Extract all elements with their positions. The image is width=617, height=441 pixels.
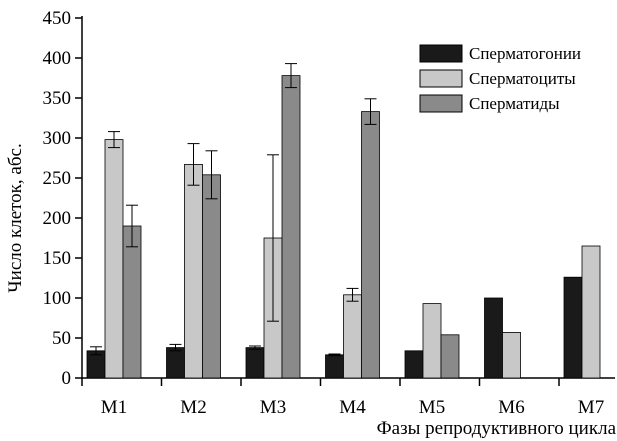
legend-swatch: [419, 69, 463, 88]
legend-label: Сперматиды: [469, 94, 560, 113]
x-tick-label: M3: [260, 397, 286, 418]
x-tick-label: M4: [339, 397, 366, 418]
y-tick-label: 0: [62, 368, 72, 389]
bar: [422, 303, 442, 379]
legend-swatch: [419, 94, 463, 113]
legend: Сперматогонии Сперматоциты Сперматиды: [419, 44, 581, 113]
legend-label: Сперматогонии: [469, 44, 581, 63]
y-tick-label: 150: [43, 248, 72, 269]
y-axis: 0 50 100 150 200 250 300 350 400 450: [43, 8, 83, 389]
y-tick-label: 200: [43, 208, 72, 229]
x-tick-label: M5: [419, 397, 445, 418]
bar: [404, 350, 424, 379]
x-tick-label: M2: [180, 397, 206, 418]
bars: [86, 75, 601, 379]
y-axis-label: Число клеток, абс.: [5, 143, 26, 292]
y-tick-label: 400: [43, 48, 72, 69]
bar: [563, 276, 583, 379]
bar: [581, 245, 601, 379]
bar: [184, 163, 203, 379]
bar: [104, 139, 124, 379]
error-bars: [90, 63, 377, 357]
bar: [281, 75, 301, 379]
x-tick-label: M7: [578, 397, 604, 418]
y-tick-label: 50: [52, 328, 71, 349]
y-tick-label: 350: [43, 88, 72, 109]
y-tick-label: 300: [43, 128, 72, 149]
bar: [245, 347, 265, 379]
bar: [361, 111, 380, 379]
x-axis: M1 M2 M3 M4 M5 M6 M7: [81, 377, 615, 418]
bar: [502, 331, 521, 379]
bar: [484, 297, 503, 379]
bar: [325, 354, 344, 379]
y-tick-label: 250: [43, 168, 72, 189]
bar: [202, 174, 221, 379]
legend-swatch: [419, 44, 463, 63]
legend-label: Сперматоциты: [469, 69, 576, 88]
bar: [166, 347, 185, 379]
x-tick-label: M1: [101, 397, 127, 418]
bar: [440, 334, 460, 379]
y-tick-label: 450: [43, 8, 72, 29]
bar: [343, 294, 362, 379]
x-axis-label: Фазы репродуктивного цикла: [377, 418, 617, 439]
y-tick-label: 100: [43, 288, 72, 309]
x-tick-label: M6: [498, 397, 524, 418]
bar: [122, 225, 142, 379]
